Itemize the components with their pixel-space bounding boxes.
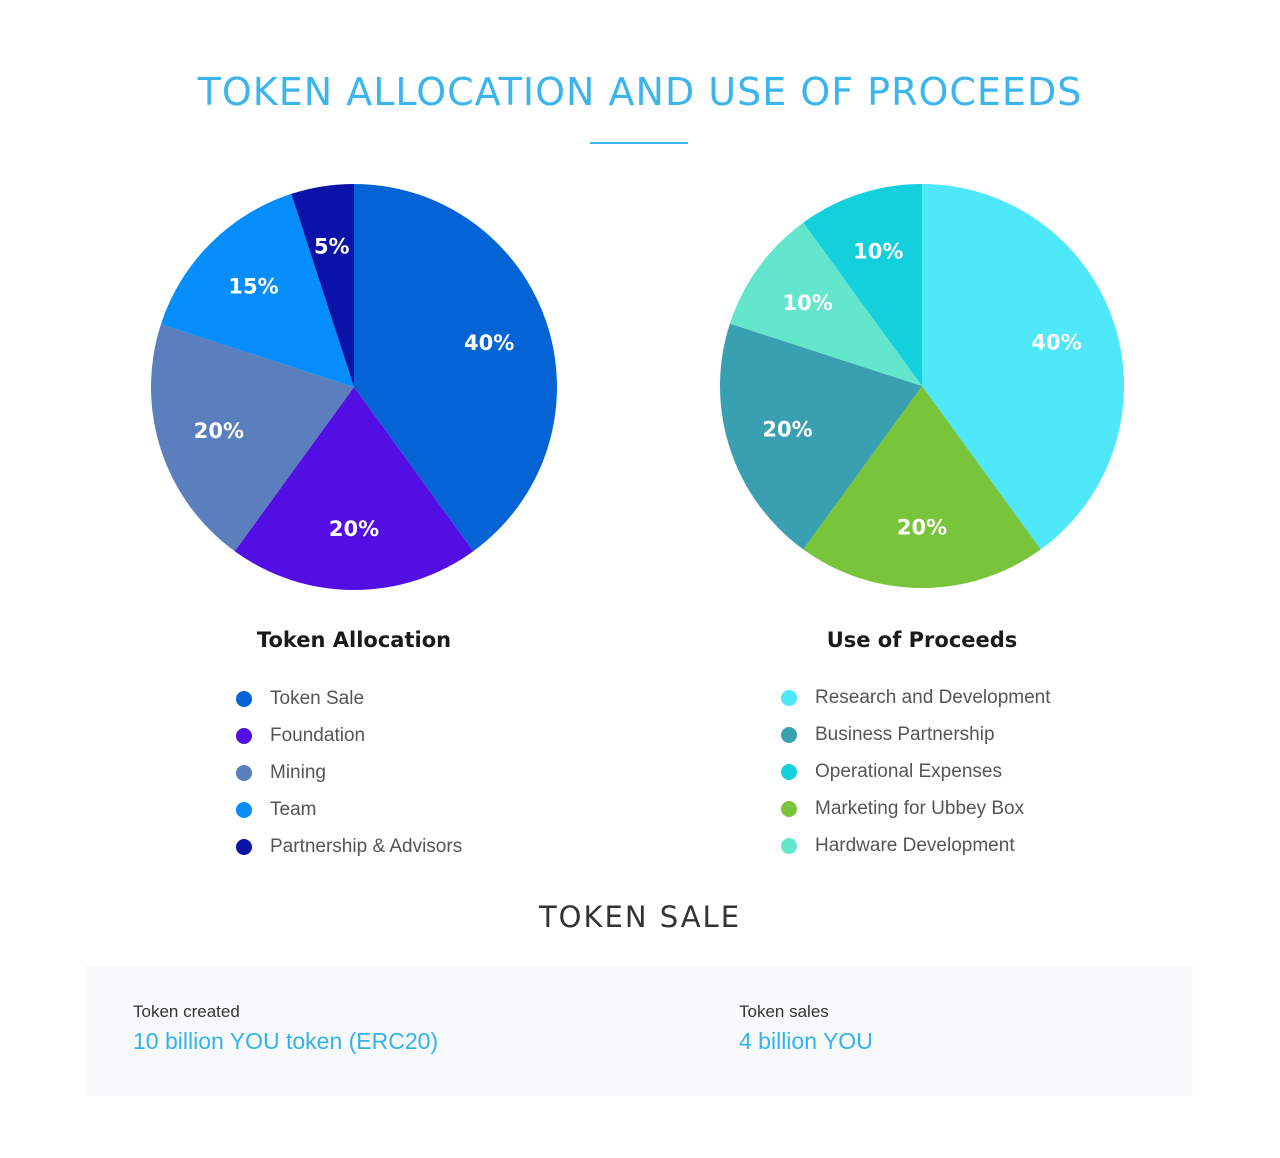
legend-label: Marketing for Ubbey Box [815,797,1025,819]
token-sales-value: 4 billion YOU [739,1028,873,1054]
legend-dot [781,837,797,854]
legend-dot [236,728,252,745]
legend-label: Operational Expenses [815,760,1002,782]
legend-label: Hardware Development [815,834,1015,856]
legend-dot [236,764,252,781]
token-allocation-legend: Token Sale Foundation Mining Team Partne… [236,681,462,865]
legend-item: Team [236,791,462,828]
legend-dot [781,727,797,744]
token-sales-block: Token sales 4 billion YOU [739,1002,873,1055]
use-of-proceeds-heading: Use of Proceeds [826,628,1018,652]
use-of-proceeds-legend: Research and Development Business Partne… [781,680,1051,864]
pie-data-label: 15% [228,275,278,299]
pie-data-label: 40% [464,331,514,355]
legend-item: Operational Expenses [781,754,1051,791]
legend-dot [236,691,252,708]
pie-slice-token-sale [354,184,557,552]
legend-label: Team [270,798,317,820]
token-sale-panel: Token created 10 billion YOU token (ERC2… [86,966,1193,1096]
legend-label: Partnership & Advisors [270,835,463,857]
legend-item: Partnership & Advisors [236,828,462,865]
legend-label: Token Sale [270,688,365,710]
pie-slice-research-and-development [922,184,1124,550]
legend-label: Foundation [270,725,366,747]
token-sale-title: TOKEN SALE [538,900,742,934]
pie-data-label: 20% [329,517,379,541]
pie-data-label: 20% [897,515,947,539]
pie-data-label: 40% [1031,330,1081,354]
pie-slice-business-partnership [720,323,922,550]
token-allocation-heading: Token Allocation [256,628,452,652]
token-allocation-pie-chart: 40% 20% 20% 15% 5% [151,184,557,590]
pie-data-label: 10% [782,291,832,315]
pie-slice-operational-expenses [803,184,922,386]
legend-label: Research and Development [815,687,1051,709]
pie-slice-hardware-development [729,222,922,386]
legend-item: Research and Development [781,680,1051,717]
token-sales-label: Token sales [739,1002,829,1021]
pie-data-label: 20% [194,419,244,443]
legend-dot [781,763,797,780]
token-created-block: Token created 10 billion YOU token (ERC2… [133,1002,438,1055]
legend-item: Mining [236,755,462,792]
token-created-label: Token created [133,1002,240,1021]
legend-item: Marketing for Ubbey Box [781,790,1051,827]
title-divider [590,142,688,144]
pie-slice-foundation [234,387,474,590]
legend-item: Hardware Development [781,827,1051,864]
legend-label: Mining [270,761,326,783]
token-created-value: 10 billion YOU token (ERC20) [133,1028,439,1054]
legend-item: Business Partnership [781,717,1051,754]
legend-label: Business Partnership [815,724,995,746]
pie-slice-mining [151,324,354,552]
legend-dot [781,690,797,707]
use-of-proceeds-pie-chart: 40% 20% 20% 10% 10% [720,184,1124,588]
pie-slice-partnership-advisors [291,184,354,387]
pie-data-label: 10% [853,240,903,264]
legend-item: Token Sale [236,681,462,718]
pie-data-label: 20% [762,418,812,442]
pie-slice-team [160,193,354,387]
legend-dot [236,838,252,855]
legend-dot [781,800,797,817]
legend-item: Foundation [236,718,462,755]
legend-dot [236,801,252,818]
page-title: TOKEN ALLOCATION AND USE OF PROCEEDS [197,70,1083,114]
pie-data-label: 5% [314,235,350,259]
pie-slice-marketing-for-ubbey-box [803,386,1041,588]
